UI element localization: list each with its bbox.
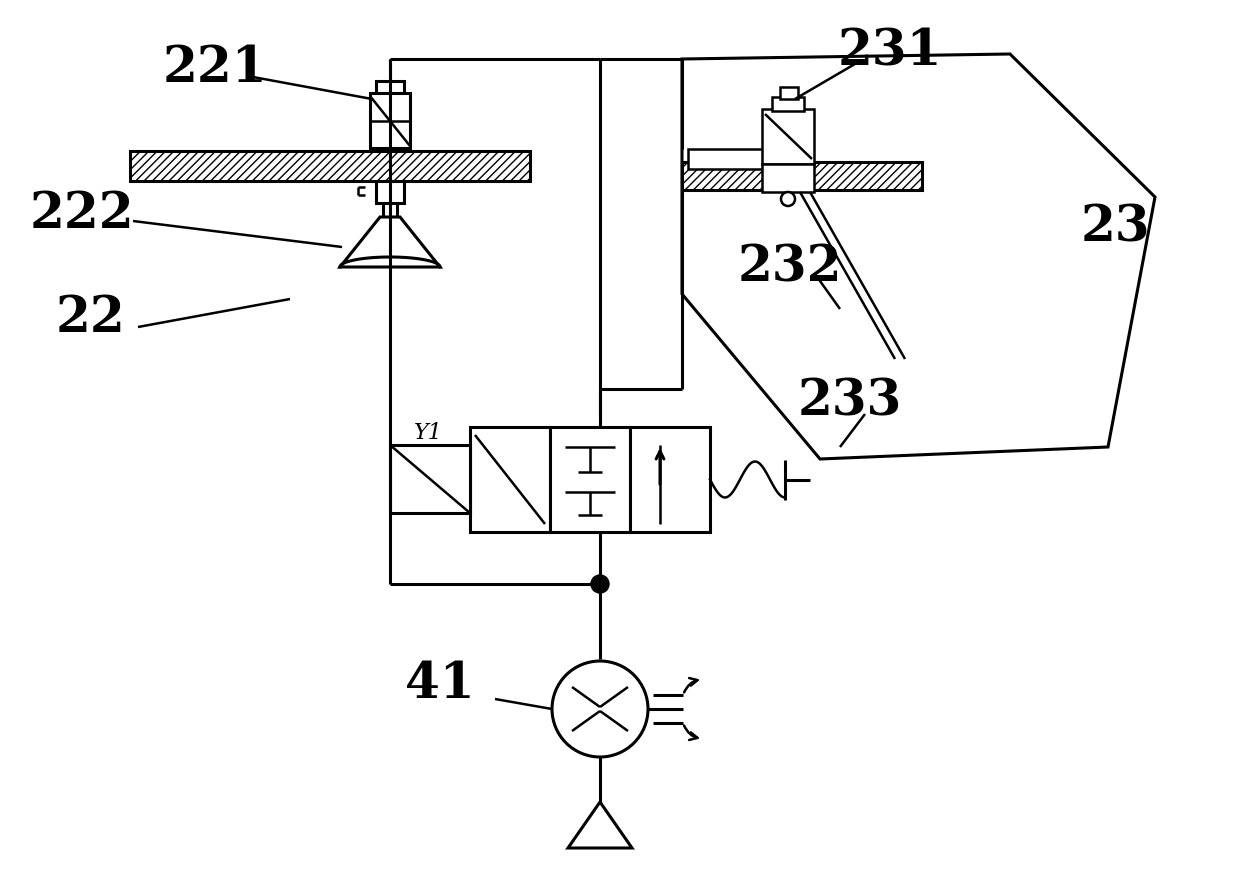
Text: 233: 233 — [797, 377, 903, 426]
Circle shape — [591, 575, 609, 594]
Bar — [763, 165, 813, 193]
Circle shape — [781, 193, 795, 207]
Bar — [551, 428, 630, 533]
Bar — [682, 163, 923, 191]
Bar — [470, 428, 551, 533]
Text: 221: 221 — [162, 43, 268, 92]
Bar — [376, 82, 404, 94]
Polygon shape — [340, 218, 440, 268]
Bar — [630, 428, 711, 533]
Bar — [370, 94, 410, 149]
Bar — [780, 88, 799, 100]
Text: 232: 232 — [738, 243, 842, 292]
Text: 23: 23 — [1080, 203, 1149, 252]
Text: Y1: Y1 — [414, 421, 443, 443]
Circle shape — [552, 661, 649, 757]
Bar — [688, 149, 773, 169]
Bar — [763, 109, 813, 165]
Polygon shape — [682, 55, 1154, 460]
Bar — [391, 446, 470, 514]
Text: 222: 222 — [30, 190, 134, 239]
Bar — [376, 182, 404, 203]
Bar — [130, 152, 529, 182]
Bar — [773, 98, 804, 112]
Text: 41: 41 — [405, 660, 475, 709]
Polygon shape — [568, 802, 632, 848]
Text: 231: 231 — [838, 28, 942, 76]
Text: 22: 22 — [55, 293, 125, 342]
